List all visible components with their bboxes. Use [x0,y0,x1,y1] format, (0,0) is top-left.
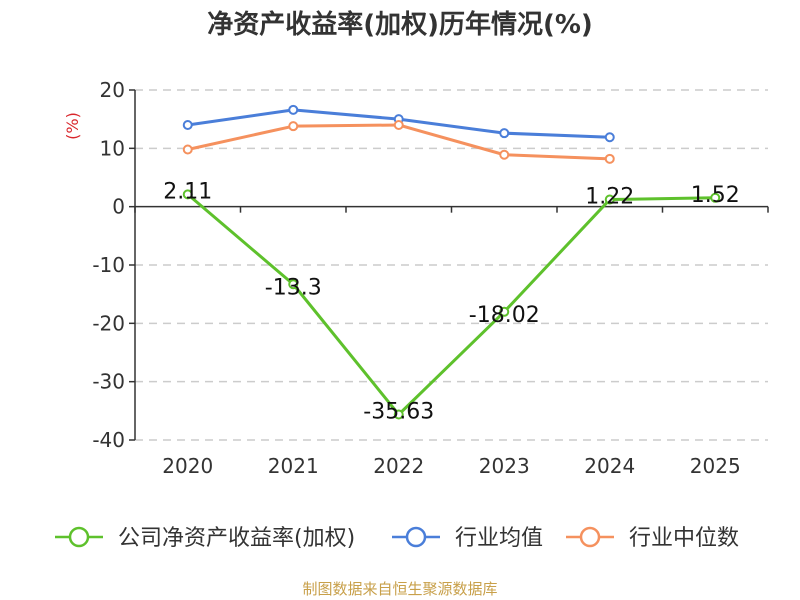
legend-marker [579,526,601,548]
series-lines [182,104,721,420]
data-point-0 [604,194,615,205]
series-line-0 [186,193,716,417]
y-tick-label: 0 [112,195,125,219]
data-point-2 [182,144,193,155]
y-tick-label: -40 [92,428,125,452]
source-note: 制图数据来自恒生聚源数据库 [302,580,498,598]
y-tick-label: -10 [92,253,125,277]
legend-item-1[interactable]: 行业均值 [392,526,543,551]
legend-item-0[interactable]: 公司净资产收益率(加权) [55,526,355,551]
legend-label: 公司净资产收益率(加权) [118,526,355,551]
data-point-0 [710,192,721,203]
data-point-2 [288,121,299,132]
y-tick-label: -30 [92,370,125,394]
y-axis-unit-label: (%) [63,112,82,140]
data-labels: 2.11 -13.3 -35.63 -18.02 1.22 1.52 [163,179,739,424]
chart-title: 净资产收益率(加权)历年情况(%) [207,9,593,40]
data-label: 2.11 [163,179,212,204]
data-point-1 [499,128,510,139]
legend-marker [68,526,90,548]
legend-item-2[interactable]: 行业中位数 [566,526,739,551]
x-tick-label: 2021 [268,454,319,478]
series-line-2 [187,123,610,161]
data-point-2 [604,153,615,164]
data-point-0 [393,409,404,420]
x-tick-label: 2024 [584,454,635,478]
x-tick-label: 2020 [162,454,213,478]
axes: 20 10 0 -10 -20 -30 -40 2020 2021 2022 2023 2024 202… [92,78,769,478]
data-point-1 [604,132,615,143]
legend-label: 行业均值 [455,526,543,551]
data-point-0 [499,306,510,317]
data-point-1 [288,104,299,115]
data-label: -35.63 [363,400,434,425]
data-point-2 [499,149,510,160]
data-label: 1.22 [585,185,634,210]
data-label: 1.52 [691,183,740,208]
y-tick-label: 20 [100,78,125,102]
y-tick-label: 10 [100,136,125,160]
data-point-2 [393,120,404,130]
y-tick-label: -20 [92,311,125,335]
x-tick-label: 2025 [690,454,741,478]
legend-label: 行业中位数 [629,526,739,551]
legend[interactable]: 公司净资产收益率(加权) 行业均值 行业中位数 [55,526,739,551]
data-point-0 [182,189,193,200]
data-point-1 [182,120,193,130]
legend-marker [405,526,427,548]
data-point-0 [288,279,299,290]
x-tick-label: 2022 [373,454,424,478]
data-label: -13.3 [265,275,322,300]
x-tick-label: 2023 [479,454,530,478]
grid-lines [135,89,768,441]
data-label: -18.02 [469,303,540,328]
